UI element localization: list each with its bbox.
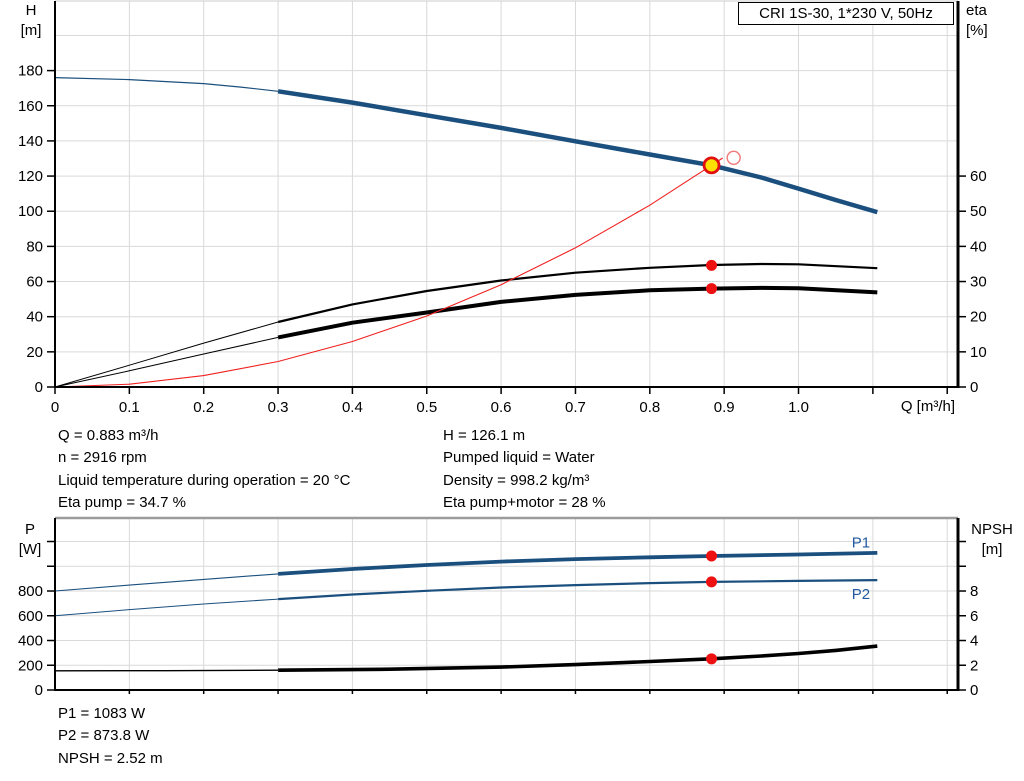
system-curve xyxy=(54,157,724,388)
duty-point-p1 xyxy=(706,550,718,562)
eta-axis-label: eta [%] xyxy=(966,1,1016,41)
p2-curve-lowflow xyxy=(54,598,279,617)
left-tick-label: 100 xyxy=(18,203,43,220)
x-tick-label: 0.2 xyxy=(193,399,214,416)
x-tick-label: 0.3 xyxy=(268,399,289,416)
left-tick-label: 200 xyxy=(18,657,43,674)
head-axis-label-symbol: H xyxy=(25,2,37,19)
left-tick-label: 20 xyxy=(26,344,43,361)
annot-head: H = 126.1 m xyxy=(443,427,526,444)
x-tick-label: 0.4 xyxy=(342,399,363,416)
left-tick-label: 400 xyxy=(18,633,43,650)
annot-speed: n = 2916 rpm xyxy=(58,449,147,467)
left-tick-label: 0 xyxy=(35,379,43,396)
eta-pump-curve-lowflow xyxy=(54,321,279,388)
npsh-axis-label: NPSH [m] xyxy=(962,520,1022,560)
left-tick-label: 120 xyxy=(18,168,43,185)
system-curve-end-marker xyxy=(726,150,741,165)
annot-pumped-liquid: Pumped liquid = Water xyxy=(443,449,595,467)
eta-axis-label-unit: [%] xyxy=(966,22,988,39)
head-axis-label: H [m] xyxy=(10,1,52,41)
annot-npsh: NPSH = 2.52 m xyxy=(58,749,163,767)
right-tick-label: 40 xyxy=(970,238,987,255)
npsh-curve-lowflow xyxy=(54,669,279,672)
duty-point-eta-pump xyxy=(706,259,718,271)
x-tick-label: 0.7 xyxy=(565,399,586,416)
duty-annotations-right: H = 126.1 m Pumped liquid = Water Densit… xyxy=(443,425,606,515)
right-tick-label: 10 xyxy=(970,344,987,361)
npsh-axis-label-symbol: NPSH xyxy=(971,521,1013,538)
left-tick-label: 0 xyxy=(35,682,43,699)
right-tick-label: 0 xyxy=(970,682,978,699)
left-tick-label: 60 xyxy=(26,274,43,291)
x-tick-label: 0.6 xyxy=(491,399,512,416)
annot-p1: P1 = 1083 W xyxy=(58,705,146,722)
right-tick-label: 0 xyxy=(970,379,978,396)
head-axis-label-unit: [m] xyxy=(20,22,42,39)
right-tick-label: 8 xyxy=(970,583,978,600)
left-tick-label: 800 xyxy=(18,583,43,600)
p2-curve xyxy=(278,579,878,601)
left-tick-label: 140 xyxy=(18,133,43,150)
right-tick-label: 50 xyxy=(970,203,987,220)
power-axis-label: P [W] xyxy=(8,520,52,560)
head-curve xyxy=(277,89,878,215)
curve-label-p2: P2 xyxy=(852,586,870,603)
right-tick-label: 60 xyxy=(970,168,987,185)
curve-label-p1: P1 xyxy=(852,535,870,552)
annot-liquid-temp: Liquid temperature during operation = 20… xyxy=(58,471,351,489)
x-tick-label: 0.5 xyxy=(416,399,437,416)
eta-axis-label-symbol: eta xyxy=(966,2,987,19)
npsh-curve xyxy=(278,644,878,672)
right-tick-label: 20 xyxy=(970,309,987,326)
left-tick-label: 600 xyxy=(18,608,43,625)
annot-flow: Q = 0.883 m³/h xyxy=(58,427,159,444)
right-tick-label: 2 xyxy=(970,657,978,674)
x-tick-label: 0.1 xyxy=(119,399,140,416)
right-tick-label: 4 xyxy=(970,633,978,650)
x-tick-label: 0.9 xyxy=(714,399,735,416)
duty-point-p2 xyxy=(706,576,718,588)
power-axis-label-symbol: P xyxy=(24,521,35,538)
p1-curve xyxy=(277,551,878,576)
right-tick-label: 6 xyxy=(970,608,978,625)
left-tick-label: 180 xyxy=(18,63,43,80)
npsh-axis-label-unit: [m] xyxy=(981,541,1003,558)
eta-pump-motor-curve-lowflow xyxy=(54,336,279,388)
annot-eta-pump-motor: Eta pump+motor = 28 % xyxy=(443,494,606,512)
annot-density: Density = 998.2 kg/m³ xyxy=(443,471,590,489)
p1-curve-lowflow xyxy=(54,573,279,592)
duty-point-head xyxy=(702,156,721,175)
power-axis-label-unit: [W] xyxy=(18,541,42,558)
duty-annotations-bottom: P1 = 1083 W P2 = 873.8 W NPSH = 2.52 m xyxy=(58,703,163,770)
pump-title-box: CRI 1S-30, 1*230 V, 50Hz xyxy=(738,2,954,25)
x-tick-label: 0 xyxy=(51,399,59,416)
annot-p2: P2 = 873.8 W xyxy=(58,727,150,745)
left-tick-label: 40 xyxy=(26,309,43,326)
annot-eta-pump: Eta pump = 34.7 % xyxy=(58,494,186,512)
right-tick-label: 30 xyxy=(970,274,987,291)
left-tick-label: 80 xyxy=(26,238,43,255)
x-tick-label: 1.0 xyxy=(788,399,809,416)
eta-pump-curve xyxy=(277,262,878,324)
duty-point-npsh xyxy=(706,653,718,665)
left-tick-label: 160 xyxy=(18,98,43,115)
head-curve-lowflow xyxy=(54,77,279,92)
duty-point-eta-pump-motor xyxy=(706,283,718,295)
x-tick-label: 0.8 xyxy=(639,399,660,416)
eta-pump-motor-curve xyxy=(277,285,878,340)
flow-axis-label: Q [m³/h] xyxy=(900,398,955,415)
duty-annotations-left: Q = 0.883 m³/h n = 2916 rpm Liquid tempe… xyxy=(58,425,350,515)
